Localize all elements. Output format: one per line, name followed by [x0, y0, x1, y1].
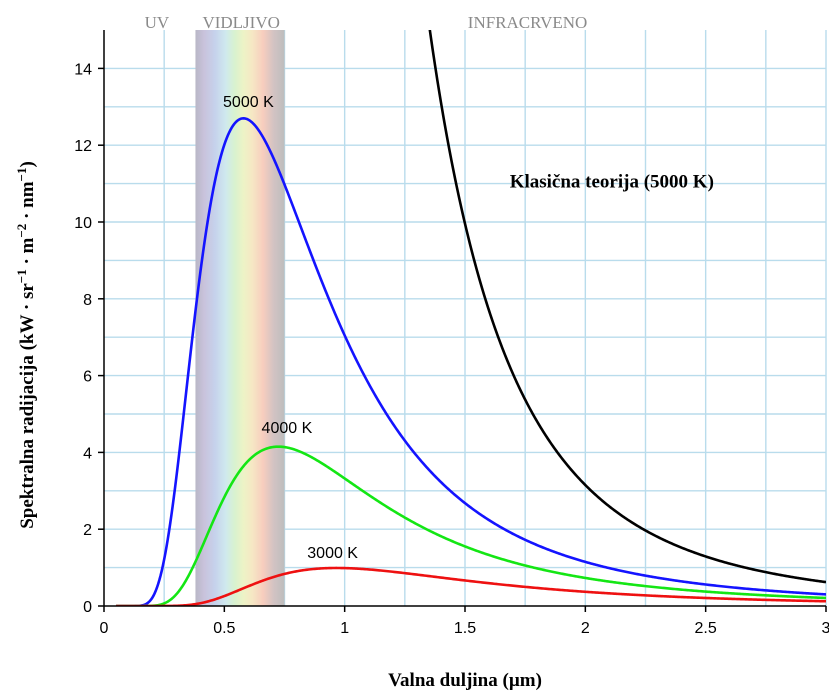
curve-label-5000-k: 5000 K — [223, 94, 274, 111]
x-tick-label: 2.5 — [695, 620, 717, 637]
y-tick-label: 10 — [74, 215, 92, 232]
series-line-4000-k — [116, 445, 826, 606]
y-tick-label: 14 — [74, 61, 92, 78]
y-axis-label: Spektralna radijacija (kW · sr−1 · m−2 ·… — [14, 161, 39, 529]
x-tick-label: 0 — [100, 620, 109, 637]
y-tick-label: 12 — [74, 138, 92, 155]
y-tick-label: 2 — [83, 522, 92, 539]
curves — [116, 30, 826, 606]
x-tick-label: 3 — [822, 620, 829, 637]
x-tick-label: 1.5 — [454, 620, 476, 637]
y-tick-label: 4 — [83, 445, 92, 462]
axes — [98, 30, 827, 612]
curve-label-4000-k: 4000 K — [262, 420, 313, 437]
region-label-uv: UV — [145, 13, 170, 32]
region-label-infracrveno: INFRACRVENO — [468, 13, 588, 32]
x-tick-label: 0.5 — [213, 620, 235, 637]
x-tick-label: 1 — [340, 620, 349, 637]
curve-label-3000-k: 3000 K — [307, 545, 358, 562]
y-tick-label: 0 — [83, 599, 92, 616]
region-label-vidljivo: VIDLJIVO — [202, 13, 279, 32]
y-tick-labels: 0 2 4 6 8 10 12 14 — [74, 61, 92, 616]
series-line-3000-k — [116, 566, 826, 606]
grid — [104, 30, 827, 606]
visible-band — [195, 30, 285, 606]
x-tick-labels: 0 0.5 1 1.5 2 2.5 3 — [100, 620, 829, 637]
classical-theory-label: Klasična teorija (5000 K) — [510, 171, 714, 192]
x-axis-label: Valna duljina (µm) — [388, 670, 542, 691]
region-labels: UV VIDLJIVO INFRACRVENO — [145, 13, 588, 32]
series-line-klasi-na-teorija-5000-k — [428, 30, 826, 584]
series-line-5000-k — [116, 117, 826, 606]
y-tick-label: 6 — [83, 369, 92, 386]
y-tick-label: 8 — [83, 292, 92, 309]
curve-labels: 5000 K 4000 K 3000 K — [223, 94, 358, 562]
x-tick-label: 2 — [581, 620, 590, 637]
